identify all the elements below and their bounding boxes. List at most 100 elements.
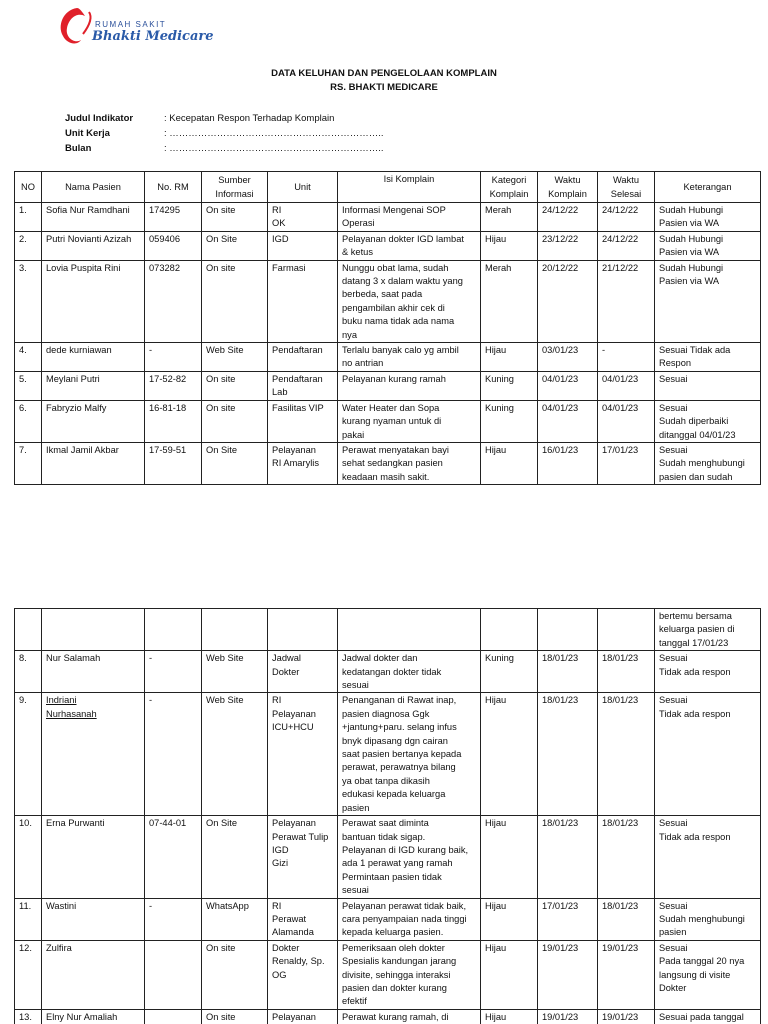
table-cell: Lovia Puspita Rini: [41, 259, 145, 344]
table-cell: 17-52-82: [144, 370, 202, 401]
table-cell: 17/01/23: [537, 897, 598, 941]
table-cell: bertemu bersama keluarga pasien di tangg…: [654, 607, 761, 652]
table-row: 12. Zulfira On site Dokter Renaldy, Sp. OG P…: [14, 939, 761, 1010]
table-cell: [41, 607, 145, 652]
table-cell: [201, 607, 268, 652]
table-cell: Pendaftaran: [267, 342, 338, 372]
table-cell: Ikmal Jamil Akbar: [41, 441, 145, 486]
table-cell: Elny Nur Amaliah: [41, 1008, 145, 1024]
table-cell: Sudah Hubungi Pasien via WA: [654, 202, 761, 232]
table-cell: 04/01/23: [597, 399, 655, 443]
table-cell: Sesuai Sudah diperbaiki ditanggal 04/01/…: [654, 399, 761, 443]
table-cell: Nunggu obat lama, sudah datang 3 x dalam…: [337, 259, 481, 344]
table-cell: -: [144, 692, 202, 817]
column-header: Waktu Selesai: [597, 171, 655, 203]
table-cell: Sesuai: [654, 370, 761, 401]
table-cell: [480, 607, 538, 652]
logo-text-main: Bhakti Medicare: [92, 29, 214, 44]
table-cell: On site: [201, 1008, 268, 1024]
table-cell: Sesuai pada tanggal: [654, 1008, 761, 1024]
column-header: Kategori Komplain: [480, 171, 538, 203]
table-cell: 8.: [14, 650, 42, 694]
table-cell: On site: [201, 939, 268, 1010]
table-cell: Sofia Nur Ramdhani: [41, 202, 145, 232]
table-cell: 16/01/23: [537, 441, 598, 486]
table-cell: Putri Novianti Azizah: [41, 230, 145, 261]
meta-label: Unit Kerja: [65, 128, 110, 139]
table-cell: On site: [201, 259, 268, 344]
table-cell: 6.: [14, 399, 42, 443]
table-cell: Pendaftaran Lab: [267, 370, 338, 401]
table-cell: 19/01/23: [597, 1008, 655, 1024]
column-header: Unit: [267, 171, 338, 203]
table-cell: Kuning: [480, 370, 538, 401]
table-cell: 174295: [144, 202, 202, 232]
table-cell: [597, 607, 655, 652]
table-cell: 04/01/23: [597, 370, 655, 401]
table-cell: -: [144, 897, 202, 941]
table-cell: [144, 1008, 202, 1024]
table-row: 11. Wastini - WhatsApp RI Perawat Alamanda Pe…: [14, 897, 761, 941]
table-cell: Sudah Hubungi Pasien via WA: [654, 259, 761, 344]
table-cell: 20/12/22: [537, 259, 598, 344]
table-cell: Pemeriksaan oleh dokter Spesialis kandun…: [337, 939, 481, 1010]
column-header: No. RM: [144, 171, 202, 203]
table-cell: Merah: [480, 202, 538, 232]
column-header: Isi Komplain: [337, 171, 481, 203]
table-cell: Sesuai Tidak ada respon: [654, 692, 761, 817]
table-cell: Hijau: [480, 342, 538, 372]
complaint-table-part-1: NO Nama Pasien No. RM Sumber Informasi Unit I…: [14, 171, 761, 486]
table-cell: 11.: [14, 897, 42, 941]
table-cell: 04/01/23: [537, 399, 598, 443]
table-cell: On site: [201, 399, 268, 443]
table-cell: Web Site: [201, 692, 268, 817]
table-cell: WhatsApp: [201, 897, 268, 941]
meta-label: Judul Indikator: [65, 113, 134, 124]
table-cell: Perawat kurang ramah, di: [337, 1008, 481, 1024]
column-header: NO: [14, 171, 42, 203]
table-cell: Dokter Renaldy, Sp. OG: [267, 939, 338, 1010]
table-cell: Jadwal dokter dan kedatangan dokter tida…: [337, 650, 481, 694]
table-cell: 16-81-18: [144, 399, 202, 443]
table-cell: Sesuai Sudah menghubungi pasien: [654, 897, 761, 941]
table-row: 2. Putri Novianti Azizah 059406 On Site IGD P…: [14, 230, 761, 261]
table-cell: 24/12/22: [597, 202, 655, 232]
table-cell: 17-59-51: [144, 441, 202, 486]
table-cell: 18/01/23: [537, 815, 598, 899]
table-row: 7. Ikmal Jamil Akbar 17-59-51 On Site Pelaya…: [14, 441, 761, 486]
table-cell: Sesuai Tidak ada Respon: [654, 342, 761, 372]
column-header: Sumber Informasi: [201, 171, 268, 203]
table-cell: Perawat saat diminta bantuan tidak sigap…: [337, 815, 481, 899]
table-cell: Penanganan di Rawat inap, pasien diagnos…: [337, 692, 481, 817]
table-cell: On Site: [201, 230, 268, 261]
table-cell: [14, 607, 42, 652]
table-cell: Hijau: [480, 441, 538, 486]
table-cell: 19/01/23: [537, 939, 598, 1010]
table-cell: Hijau: [480, 939, 538, 1010]
table-cell: [144, 607, 202, 652]
table-cell: Merah: [480, 259, 538, 344]
table-cell: 18/01/23: [537, 692, 598, 817]
table-cell: RI Pelayanan ICU+HCU: [267, 692, 338, 817]
table-cell: 19/01/23: [597, 939, 655, 1010]
table-cell: Fabryzio Malfy: [41, 399, 145, 443]
table-cell: Pelayanan perawat tidak baik, cara penya…: [337, 897, 481, 941]
meta-value: : …………………………………………………………..: [164, 143, 384, 154]
table-cell: -: [144, 342, 202, 372]
table-cell: 4.: [14, 342, 42, 372]
table-cell: RI OK: [267, 202, 338, 232]
table-cell: Wastini: [41, 897, 145, 941]
table-cell: Erna Purwanti: [41, 815, 145, 899]
table-cell: 24/12/22: [537, 202, 598, 232]
table-cell: Sesuai Sudah menghubungi pasien dan suda…: [654, 441, 761, 486]
table-cell: RI Perawat Alamanda: [267, 897, 338, 941]
table-cell: 18/01/23: [537, 650, 598, 694]
table-cell: Hijau: [480, 897, 538, 941]
table-cell: Sesuai Tidak ada respon: [654, 815, 761, 899]
table-row: 4. dede kurniawan - Web Site Pendaftaran Terl…: [14, 342, 761, 372]
table-cell: Pelayanan dokter IGD lambat & ketus: [337, 230, 481, 261]
column-header: Keterangan: [654, 171, 761, 203]
table-cell: Jadwal Dokter: [267, 650, 338, 694]
table-cell: 07-44-01: [144, 815, 202, 899]
table-cell: Pelayanan RI Amarylis: [267, 441, 338, 486]
